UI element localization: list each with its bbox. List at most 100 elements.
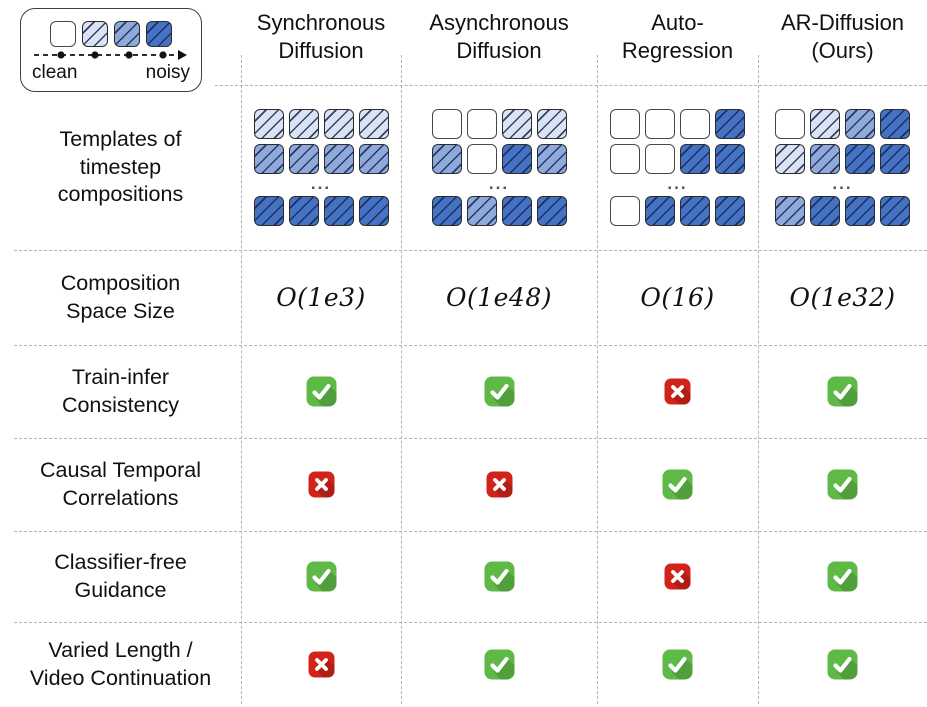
template-grid-auto-regression: ... bbox=[597, 85, 758, 250]
check-icon bbox=[597, 438, 758, 531]
ellipsis: ... bbox=[667, 174, 688, 193]
timestep-square-light bbox=[536, 109, 567, 139]
noisy-label: noisy bbox=[145, 61, 190, 83]
row-label-train-infer-consistency: Train-infer Consistency bbox=[61, 364, 180, 417]
check-icon bbox=[241, 345, 401, 438]
timestep-square-noisy bbox=[358, 196, 389, 226]
timestep-square-light bbox=[82, 20, 108, 47]
timestep-square-medium bbox=[810, 144, 840, 174]
timestep-square-noisy bbox=[536, 196, 567, 226]
timestep-square-noisy bbox=[880, 144, 910, 174]
timestep-square-noisy bbox=[715, 144, 745, 174]
timestep-square-noisy bbox=[845, 196, 875, 226]
column-header-ar-diffusion: AR-Diffusion (Ours) bbox=[780, 10, 905, 63]
check-icon bbox=[758, 438, 927, 531]
timestep-square-noisy bbox=[880, 196, 910, 226]
row-label-templates: Templates of timestep compositions bbox=[57, 126, 184, 207]
timestep-square-noisy bbox=[501, 144, 532, 174]
timestep-square-light bbox=[323, 109, 354, 139]
row-label-classifier-free-guidance: Classifier-free Guidance bbox=[54, 549, 187, 602]
timestep-square-medium bbox=[536, 144, 567, 174]
row-label-varied-length-video-continuation: Varied Length / Video Continuation bbox=[29, 637, 212, 690]
timestep-square-clean bbox=[775, 109, 805, 139]
legend-labels: clean noisy bbox=[32, 63, 190, 82]
clean-to-noisy-arrow bbox=[34, 49, 187, 60]
timestep-row bbox=[610, 109, 745, 139]
timestep-square-noisy bbox=[715, 196, 745, 226]
row-divider bbox=[14, 438, 927, 439]
cross-icon bbox=[597, 531, 758, 622]
timestep-square-noisy bbox=[323, 196, 354, 226]
timestep-square-clean bbox=[431, 109, 462, 139]
timestep-row bbox=[431, 109, 567, 139]
timestep-square-noisy bbox=[810, 196, 840, 226]
timestep-square-clean bbox=[466, 144, 497, 174]
timestep-square-noisy bbox=[288, 196, 319, 226]
clean-label: clean bbox=[32, 61, 78, 83]
row-label-composition-space-size: Composition Space Size bbox=[60, 270, 181, 323]
column-divider bbox=[241, 55, 242, 704]
timestep-square-light bbox=[810, 109, 840, 139]
space-size-value: O(16) bbox=[640, 283, 715, 312]
timestep-square-medium bbox=[845, 109, 875, 139]
space-size-value: O(1e3) bbox=[276, 283, 366, 312]
timestep-row bbox=[775, 144, 910, 174]
timestep-square-medium bbox=[288, 144, 319, 174]
timestep-square-clean bbox=[50, 20, 76, 47]
column-header-synchronous-diffusion: Synchronous Diffusion bbox=[256, 10, 386, 63]
check-icon bbox=[758, 345, 927, 438]
space-size-value: O(1e48) bbox=[445, 283, 552, 312]
cross-icon bbox=[597, 345, 758, 438]
timestep-row bbox=[431, 144, 567, 174]
column-header-asynchronous-diffusion: Asynchronous Diffusion bbox=[429, 10, 569, 63]
template-grid-ar-diffusion: ... bbox=[758, 85, 927, 250]
timestep-square-medium bbox=[323, 144, 354, 174]
timestep-row bbox=[610, 144, 745, 174]
timestep-square-medium bbox=[775, 196, 805, 226]
timestep-square-noisy bbox=[501, 196, 532, 226]
timestep-square-noisy bbox=[715, 109, 745, 139]
check-icon bbox=[241, 531, 401, 622]
timestep-square-noisy bbox=[146, 20, 172, 47]
timestep-square-medium bbox=[466, 196, 497, 226]
row-divider bbox=[14, 250, 927, 251]
timestep-square-medium bbox=[114, 20, 140, 47]
timestep-square-light bbox=[288, 109, 319, 139]
column-divider bbox=[597, 55, 598, 704]
timestep-square-medium bbox=[358, 144, 389, 174]
timestep-square-light bbox=[358, 109, 389, 139]
timestep-square-noisy bbox=[431, 196, 462, 226]
row-divider bbox=[215, 85, 927, 86]
column-divider bbox=[401, 55, 402, 704]
timestep-row bbox=[253, 144, 389, 174]
timestep-row bbox=[775, 109, 910, 139]
template-grid-asynchronous-diffusion: ... bbox=[401, 85, 597, 250]
check-icon bbox=[758, 531, 927, 622]
check-icon bbox=[758, 622, 927, 707]
row-divider bbox=[14, 345, 927, 346]
timestep-row bbox=[253, 109, 389, 139]
timestep-row bbox=[253, 196, 389, 226]
row-label-causal-temporal-correlations: Causal Temporal Correlations bbox=[40, 457, 201, 510]
row-divider bbox=[14, 622, 927, 623]
ellipsis: ... bbox=[310, 174, 332, 193]
column-divider bbox=[758, 55, 759, 704]
space-size-value: O(1e32) bbox=[789, 283, 896, 312]
row-divider bbox=[14, 531, 927, 532]
timestep-square-medium bbox=[431, 144, 462, 174]
column-header-auto-regression: Auto- Regression bbox=[621, 10, 734, 63]
cross-icon bbox=[241, 622, 401, 707]
timestep-row bbox=[610, 196, 745, 226]
timestep-square-noisy bbox=[253, 196, 284, 226]
timestep-square-clean bbox=[680, 109, 710, 139]
timestep-square-light bbox=[501, 109, 532, 139]
timestep-square-clean bbox=[610, 109, 640, 139]
timestep-square-clean bbox=[645, 109, 675, 139]
noise-legend: clean noisy bbox=[20, 8, 202, 92]
timestep-square-noisy bbox=[680, 196, 710, 226]
timestep-square-noisy bbox=[880, 109, 910, 139]
timestep-square-medium bbox=[253, 144, 284, 174]
timestep-square-light bbox=[253, 109, 284, 139]
timestep-square-clean bbox=[466, 109, 497, 139]
